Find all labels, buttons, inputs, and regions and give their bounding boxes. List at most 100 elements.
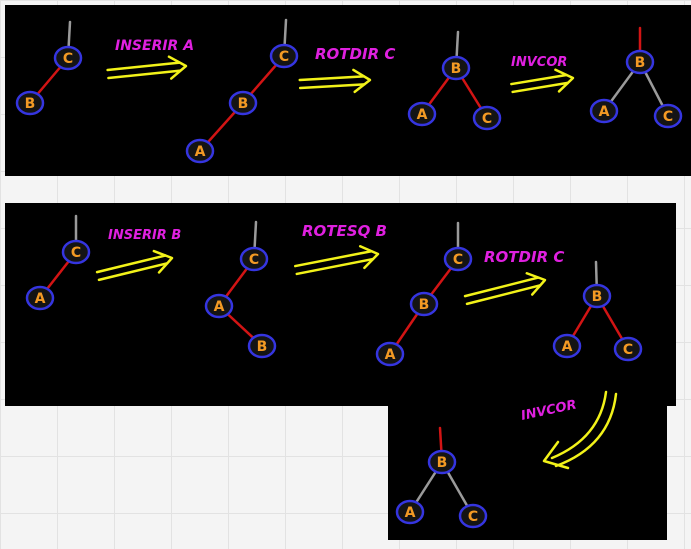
panel-top: [5, 5, 691, 176]
labels-layer: INSERIR A ROTDIR C INVCOR INSERIR B ROTE…: [108, 38, 578, 424]
node-circle: [25, 285, 55, 311]
node-label: B: [419, 297, 430, 313]
tree-node: C: [443, 246, 473, 272]
node-label: A: [35, 291, 46, 307]
node-label: B: [635, 55, 646, 71]
arrow-shaft: [550, 390, 608, 460]
node-label: C: [482, 111, 492, 127]
node-label: C: [63, 51, 73, 67]
node-circle: [247, 333, 277, 359]
arrow-shaft: [295, 257, 375, 276]
node-label: B: [238, 96, 249, 112]
tree-node: C: [472, 105, 502, 131]
arrow-head: [525, 272, 547, 296]
tree-node: B: [582, 283, 612, 309]
tree-node: C: [53, 45, 83, 71]
node-circle: [407, 101, 437, 127]
tree-node: B: [441, 55, 471, 81]
arrow-head: [358, 245, 380, 270]
transition-arrow: [106, 55, 188, 80]
arrow-shaft: [511, 81, 569, 94]
arrow-shaft: [293, 249, 373, 268]
tree-node: A: [552, 333, 582, 359]
transition-arrow: [298, 68, 372, 94]
node-label: A: [214, 299, 225, 315]
node-circle: [613, 336, 643, 362]
node-label: B: [437, 455, 448, 471]
arrow-shaft: [298, 83, 366, 90]
node-label: A: [562, 339, 573, 355]
tree-node: C: [613, 336, 643, 362]
label-rotate-right-c-1: ROTDIR C: [315, 45, 395, 63]
node-circle: [395, 499, 425, 525]
label-rotate-right-c-2: ROTDIR C: [484, 248, 564, 266]
node-circle: [269, 43, 299, 69]
node-circle: [15, 90, 45, 116]
node-circle: [204, 293, 234, 319]
node-label: C: [71, 245, 81, 261]
node-circle: [582, 283, 612, 309]
tree-node: C: [239, 246, 269, 272]
node-circle: [589, 98, 619, 124]
tree-node: B: [228, 90, 258, 116]
arrow-shaft: [510, 73, 568, 86]
arrow-head: [152, 249, 174, 274]
tree-node: A: [589, 98, 619, 124]
node-label: B: [257, 339, 268, 355]
tree-node: B: [427, 449, 457, 475]
transition-arrow: [510, 68, 575, 94]
tree-node: B: [409, 291, 439, 317]
node-circle: [53, 45, 83, 71]
tree-node: A: [25, 285, 55, 311]
nodes-layer: C B C B A B A C B A C C A C A B C B A B A C B A C: [15, 43, 683, 529]
edges-layer: [28, 18, 670, 518]
node-label: A: [599, 104, 610, 120]
node-circle: [472, 105, 502, 131]
arrow-head: [542, 440, 570, 470]
transition-arrow: [293, 245, 380, 276]
tree-node: A: [395, 499, 425, 525]
arrow-shaft: [298, 75, 366, 82]
node-label: A: [195, 144, 206, 160]
arrow-head: [167, 55, 188, 80]
arrow-shaft: [465, 284, 542, 306]
panel-middle: [5, 203, 676, 406]
node-label: C: [663, 109, 673, 125]
label-insert-a: INSERIR A: [115, 38, 194, 54]
arrow-shaft: [107, 69, 182, 80]
node-label: A: [405, 505, 416, 521]
arrow-shaft: [554, 392, 618, 468]
arrow-head: [554, 68, 575, 93]
node-label: C: [468, 509, 478, 525]
arrow-head: [352, 68, 372, 94]
node-label: A: [385, 347, 396, 363]
tree-node: C: [269, 43, 299, 69]
arrow-shaft: [106, 61, 181, 72]
node-circle: [441, 55, 471, 81]
arrows-layer: [95, 55, 618, 470]
tree-node: C: [653, 103, 683, 129]
node-circle: [625, 49, 655, 75]
node-label: B: [592, 289, 603, 305]
node-label: C: [249, 252, 259, 268]
transition-arrow-curved: [542, 390, 618, 470]
node-label: A: [417, 107, 428, 123]
label-rotate-left-b: ROTESQ B: [302, 222, 387, 240]
tree-node: C: [458, 503, 488, 529]
tree-node: B: [247, 333, 277, 359]
node-circle: [443, 246, 473, 272]
tree-node: A: [407, 101, 437, 127]
label-recolor-1: INVCOR: [511, 55, 567, 70]
node-circle: [552, 333, 582, 359]
transition-arrow: [463, 272, 547, 306]
node-circle: [61, 239, 91, 265]
node-circle: [409, 291, 439, 317]
node-circle: [228, 90, 258, 116]
tree-node: A: [204, 293, 234, 319]
node-circle: [427, 449, 457, 475]
node-circle: [458, 503, 488, 529]
node-circle: [375, 341, 405, 367]
node-label: B: [451, 61, 462, 77]
arrow-shaft: [97, 262, 169, 282]
node-label: B: [25, 96, 36, 112]
